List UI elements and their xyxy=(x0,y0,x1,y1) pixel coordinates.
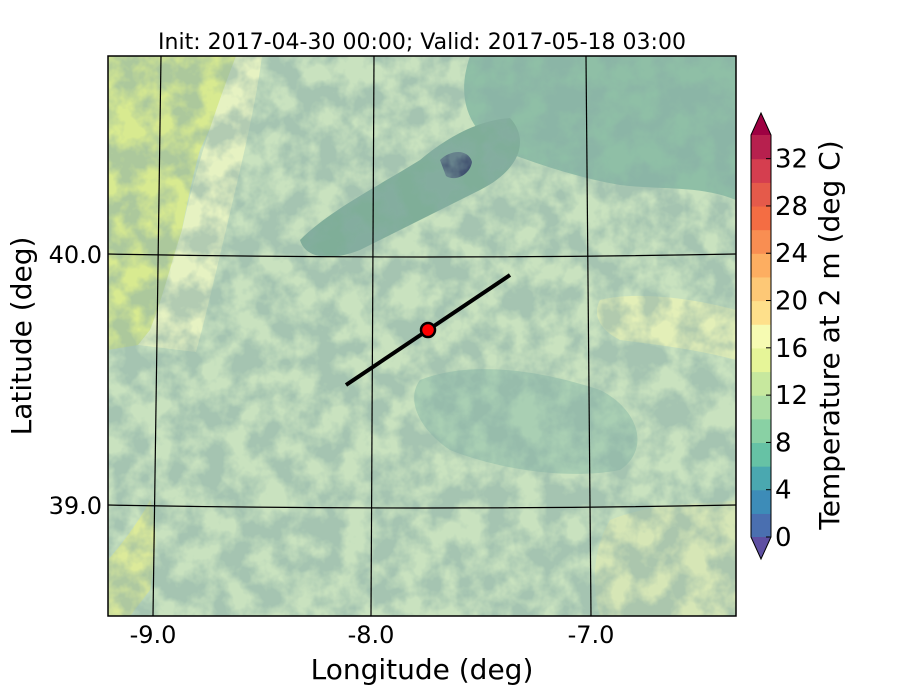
colorbar-swatch xyxy=(751,324,771,349)
graticule xyxy=(108,56,736,616)
colorbar-swatch xyxy=(751,229,771,254)
lat-tick-label: 39.0 xyxy=(49,492,102,520)
location-marker xyxy=(419,321,437,339)
parallel-lat-39 xyxy=(108,504,736,509)
colorbar-tick-label: 16 xyxy=(775,334,808,364)
meridian-lon--7 xyxy=(585,56,592,616)
colorbar-tick-label: 24 xyxy=(775,239,808,269)
colorbar-swatch xyxy=(751,205,771,231)
meridian-lon--9 xyxy=(152,56,162,616)
colorbar-tick-label: 20 xyxy=(775,287,808,317)
colorbar-swatch xyxy=(751,276,771,302)
colorbar-swatch xyxy=(751,158,771,183)
colorbar-swatch xyxy=(751,135,771,160)
map-panel xyxy=(108,56,736,616)
plot-title: Init: 2017-04-30 00:00; Valid: 2017-05-1… xyxy=(158,30,686,55)
colorbar-tick-label: 4 xyxy=(775,476,792,506)
colorbar-swatch xyxy=(751,418,771,444)
colorbar-swatch xyxy=(751,395,771,420)
meridian-lon--8 xyxy=(370,56,375,616)
colorbar-tick-label: 12 xyxy=(775,381,808,411)
lon-tick-label: -9.0 xyxy=(130,621,177,649)
colorbar-swatch xyxy=(751,489,771,514)
colorbar-swatch xyxy=(751,253,771,278)
lat-tick-label: 40.0 xyxy=(49,241,102,269)
colorbar-swatch xyxy=(751,182,771,207)
colorbar-label: Temperature at 2 m (deg C) xyxy=(813,140,846,530)
map-frame xyxy=(107,55,737,617)
colorbar-swatch xyxy=(751,300,771,325)
parallel-lat-40 xyxy=(108,253,736,258)
colorbar-swatch xyxy=(751,513,771,538)
colorbar-tick-label: 8 xyxy=(775,428,792,458)
colorbar-extend-max xyxy=(751,113,771,135)
lon-tick-label: -8.0 xyxy=(348,621,395,649)
colorbar-swatch xyxy=(751,466,771,491)
colorbar-swatch xyxy=(751,371,771,396)
colorbar-tick-label: 28 xyxy=(775,192,808,222)
colorbar-tick-label: 32 xyxy=(775,145,808,175)
colorbar-tick-label: 0 xyxy=(775,523,792,553)
lon-tick-label: -7.0 xyxy=(568,621,615,649)
colorbar-swatch xyxy=(751,347,771,373)
y-axis-label: Latitude (deg) xyxy=(5,237,38,436)
colorbar-extend-min xyxy=(751,537,771,559)
x-axis-label: Longitude (deg) xyxy=(311,653,534,686)
colorbar: 0 4 8 12 16 20 24 28 32 xyxy=(750,111,808,561)
colorbar-swatch xyxy=(751,442,771,467)
